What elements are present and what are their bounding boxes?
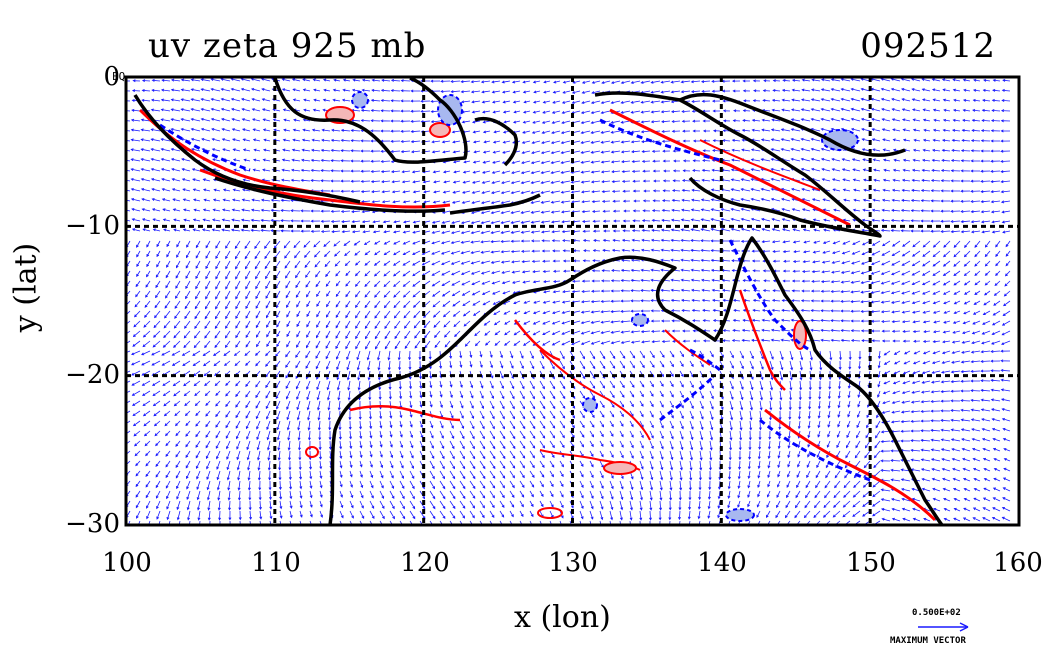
wind-vector-field: [126, 77, 1011, 525]
positive-vorticity-cell: [429, 122, 451, 138]
positive-vorticity-contour: [764, 408, 937, 522]
coastline-new-guinea: [594, 91, 882, 238]
y-tick-label: 0: [103, 62, 120, 92]
positive-vorticity-contour: [664, 329, 711, 366]
x-tick-label: 140: [697, 548, 747, 578]
coastline-borneo: [273, 77, 468, 164]
positive-vorticity-contour: [514, 319, 561, 362]
positive-vorticity-contour: [609, 108, 851, 227]
negative-vorticity-contour: [659, 373, 717, 422]
x-tick-label: 150: [846, 548, 896, 578]
equator-mark: EQ: [112, 70, 126, 83]
reference-vector-label: MAXIMUM VECTOR: [890, 636, 966, 646]
negative-vorticity-contour: [728, 239, 811, 352]
reference-vector-value: 0.500E+02: [912, 608, 961, 618]
map-title: uv zeta 925 mb: [148, 26, 427, 66]
coastline: [133, 77, 944, 525]
y-tick-label: −30: [65, 509, 120, 539]
plot-frame: [124, 75, 1021, 527]
x-tick-label: 130: [548, 548, 598, 578]
x-tick-label: 160: [993, 548, 1043, 578]
positive-vorticity-contour: [349, 405, 461, 422]
x-tick-label: 120: [400, 548, 450, 578]
negative-vorticity-cell: [631, 313, 649, 327]
coastline-java: [214, 176, 446, 213]
negative-vorticity-contour: [159, 123, 251, 172]
wind-vectors: [126, 77, 1011, 525]
positive-vorticity-cell: [603, 461, 637, 475]
positive-vorticity-cell: [537, 507, 563, 519]
negative-vorticity-cell: [821, 129, 859, 151]
reference-vector: [918, 622, 969, 632]
coastline-sumatra: [133, 94, 361, 204]
x-tick-label: 100: [102, 548, 152, 578]
positive-vorticity-cell: [305, 446, 319, 458]
negative-vorticity-contour: [759, 418, 871, 482]
negative-vorticity-cell: [351, 91, 369, 109]
vorticity-contours: [138, 91, 937, 522]
map-date-code: 092512: [860, 26, 996, 66]
coastline-lesser-sunda: [449, 193, 541, 215]
x-tick-label: 110: [251, 548, 301, 578]
negative-vorticity-cell: [725, 508, 755, 522]
coastline-sulawesi: [474, 117, 518, 167]
y-tick-label: −10: [65, 211, 120, 241]
x-axis-label: x (lon): [514, 600, 611, 635]
positive-vorticity-contour: [539, 349, 651, 441]
negative-vorticity-cell: [582, 397, 598, 413]
coastline-new-guinea-north: [679, 92, 906, 157]
positive-vorticity-contour: [738, 289, 786, 391]
negative-vorticity-contour: [599, 118, 721, 162]
lat-lon-grid: [126, 77, 1019, 525]
negative-vorticity-contour: [689, 348, 721, 372]
y-tick-label: −20: [65, 360, 120, 390]
y-axis-label: y (lat): [8, 242, 44, 333]
positive-vorticity-contour: [699, 139, 821, 191]
coastline-australia: [328, 236, 944, 525]
